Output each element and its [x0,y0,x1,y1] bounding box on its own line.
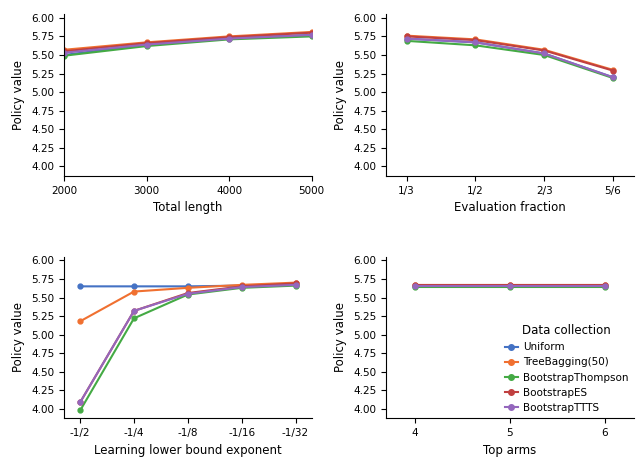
Y-axis label: Policy value: Policy value [12,60,26,130]
Legend: Uniform, TreeBagging(50), BootstrapThompson, BootstrapES, BootstrapTTTS: Uniform, TreeBagging(50), BootstrapThomp… [505,324,628,413]
Y-axis label: Policy value: Policy value [12,303,26,372]
Y-axis label: Policy value: Policy value [335,303,348,372]
X-axis label: Evaluation fraction: Evaluation fraction [454,201,566,214]
X-axis label: Top arms: Top arms [483,444,536,456]
X-axis label: Learning lower bound exponent: Learning lower bound exponent [94,444,282,456]
X-axis label: Total length: Total length [153,201,223,214]
Y-axis label: Policy value: Policy value [335,60,348,130]
